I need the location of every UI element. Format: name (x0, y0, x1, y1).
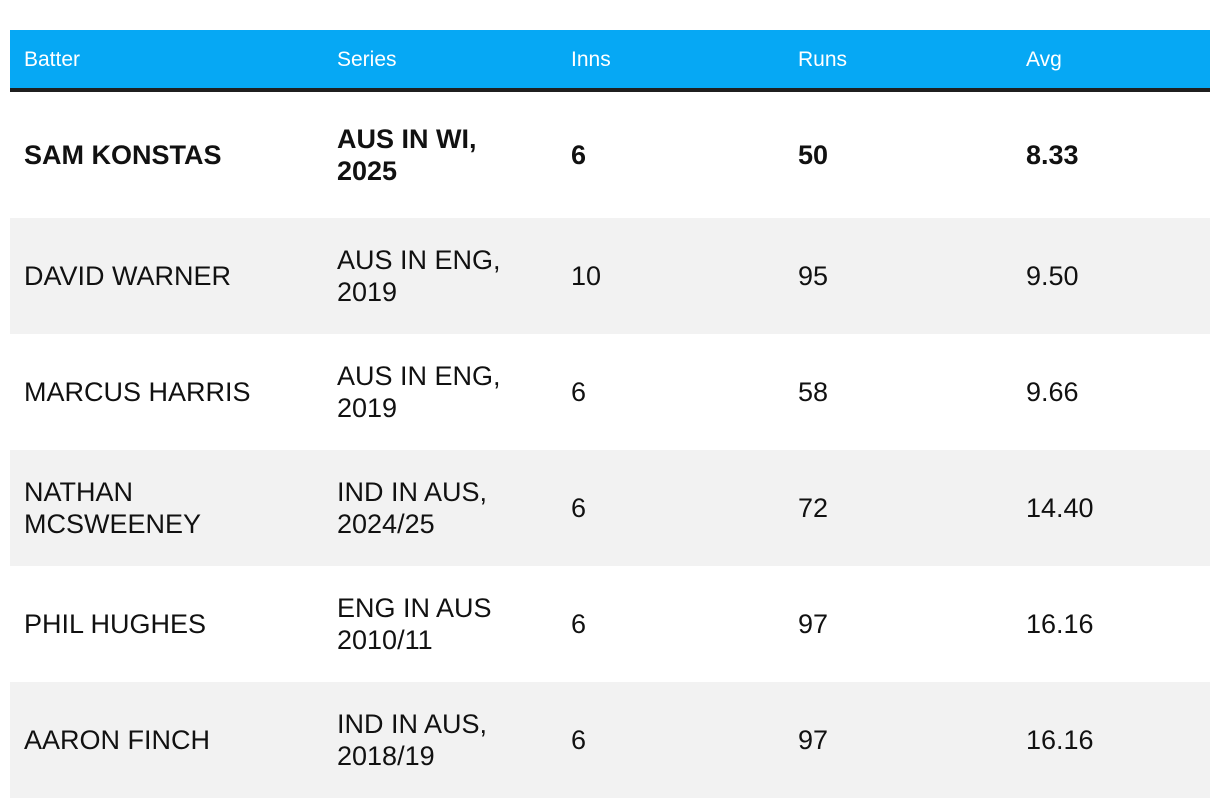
runs-cell: 50 (798, 140, 829, 170)
table-row: MARCUS HARRIS AUS IN ENG, 2019 6 58 9.66 (10, 334, 1210, 450)
runs-cell: 97 (798, 609, 829, 639)
table-row: DAVID WARNER AUS IN ENG, 2019 10 95 9.50 (10, 218, 1210, 334)
series-cell: AUS IN ENG, 2019 (337, 361, 501, 423)
batter-cell: DAVID WARNER (24, 261, 232, 291)
inns-cell: 6 (571, 140, 587, 170)
avg-cell: 9.66 (1026, 377, 1079, 407)
batter-cell: MARCUS HARRIS (24, 377, 251, 407)
avg-cell: 16.16 (1026, 725, 1094, 755)
runs-cell: 95 (798, 261, 829, 291)
batter-cell: PHIL HUGHES (24, 609, 207, 639)
avg-cell: 14.40 (1026, 493, 1094, 523)
series-cell: ENG IN AUS 2010/11 (337, 593, 492, 655)
header-series: Series (337, 47, 397, 71)
inns-cell: 6 (571, 609, 587, 639)
series-cell: AUS IN WI, 2025 (337, 124, 477, 186)
table-row: PHIL HUGHES ENG IN AUS 2010/11 6 97 16.1… (10, 566, 1210, 682)
batter-cell: NATHAN MCSWEENEY (24, 477, 202, 539)
inns-cell: 6 (571, 377, 587, 407)
header-batter: Batter (24, 47, 81, 71)
inns-cell: 6 (571, 493, 587, 523)
batter-cell: AARON FINCH (24, 725, 211, 755)
avg-cell: 9.50 (1026, 261, 1079, 291)
inns-cell: 6 (571, 725, 587, 755)
table-header: Batter Series Inns Runs Avg (10, 30, 1210, 92)
header-runs: Runs (798, 47, 848, 71)
batter-cell: SAM KONSTAS (24, 140, 222, 170)
series-cell: IND IN AUS, 2024/25 (337, 477, 488, 539)
inns-cell: 10 (571, 261, 602, 291)
runs-cell: 58 (798, 377, 829, 407)
runs-cell: 97 (798, 725, 829, 755)
header-inns: Inns (571, 47, 611, 71)
avg-cell: 16.16 (1026, 609, 1094, 639)
avg-cell: 8.33 (1026, 140, 1079, 170)
stats-table: Batter Series Inns Runs Avg SAM KONSTAS … (10, 30, 1210, 798)
table-row: AARON FINCH IND IN AUS, 2018/19 6 97 16.… (10, 682, 1210, 798)
series-cell: IND IN AUS, 2018/19 (337, 709, 488, 771)
header-avg: Avg (1026, 47, 1062, 71)
table-row: NATHAN MCSWEENEY IND IN AUS, 2024/25 6 7… (10, 450, 1210, 566)
series-cell: AUS IN ENG, 2019 (337, 245, 501, 307)
table-row: SAM KONSTAS AUS IN WI, 2025 6 50 8.33 (10, 92, 1210, 218)
runs-cell: 72 (798, 493, 829, 523)
